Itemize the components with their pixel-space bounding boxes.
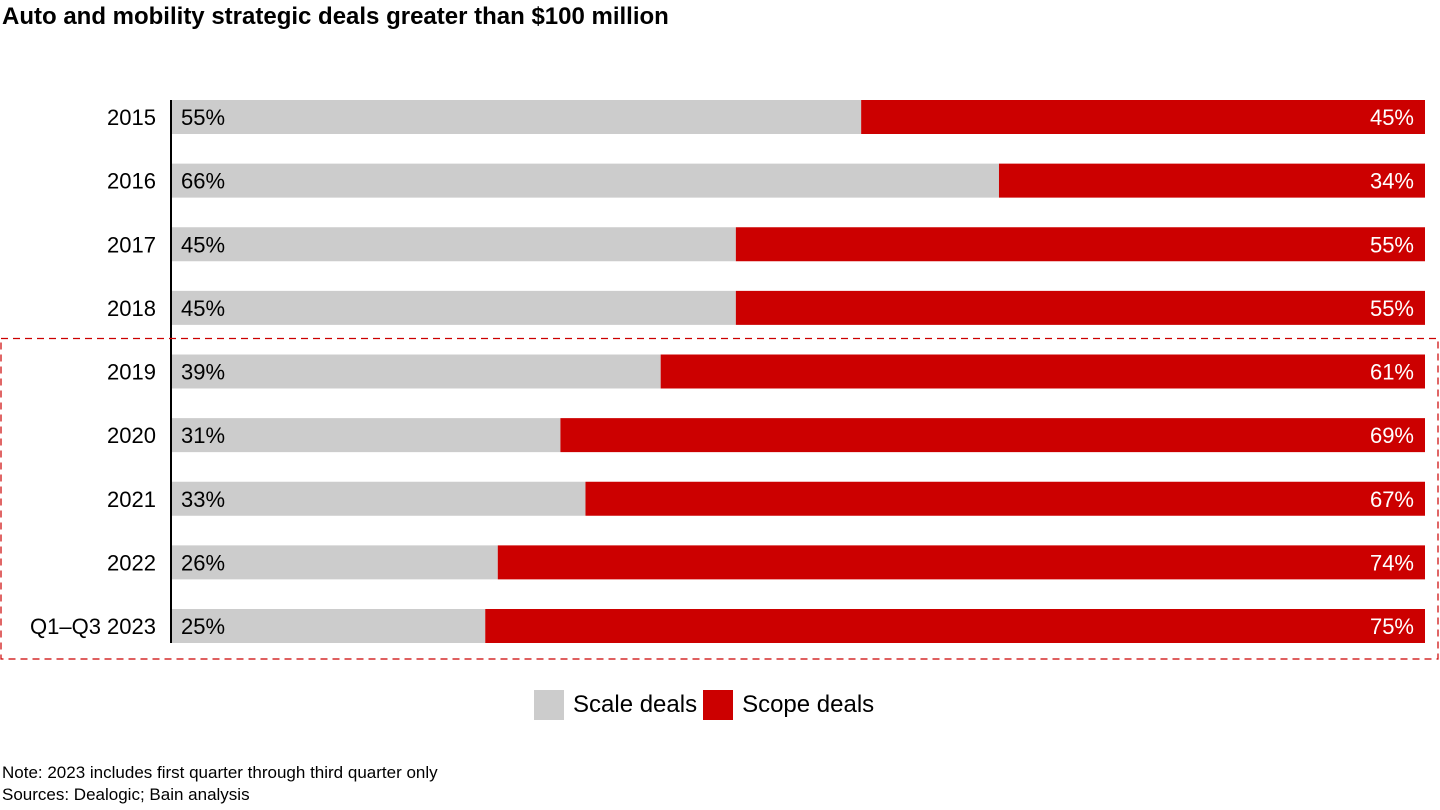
category-label-q1-q3-2023: Q1–Q3 2023 xyxy=(30,614,156,639)
bar-scale-deals-2021 xyxy=(172,481,586,516)
category-label-2015: 2015 xyxy=(107,105,156,130)
data-label-scale-deals-q1-q3-2023: 25% xyxy=(181,614,225,639)
bar-scope-deals-2019 xyxy=(660,354,1425,389)
chart-title: Auto and mobility strategic deals greate… xyxy=(2,3,669,30)
bar-scope-deals-2022 xyxy=(497,545,1425,580)
category-label-2016: 2016 xyxy=(107,169,156,194)
data-label-scope-deals-2020: 69% xyxy=(1370,423,1414,448)
sources-note: Sources: Dealogic; Bain analysis xyxy=(2,785,250,804)
category-label-2019: 2019 xyxy=(107,360,156,385)
bar-scale-deals-2017 xyxy=(172,227,736,262)
legend-swatch-scale-deals xyxy=(534,690,564,720)
data-label-scope-deals-2022: 74% xyxy=(1370,550,1414,575)
bar-scale-deals-2018 xyxy=(172,290,736,325)
bar-scale-deals-2015 xyxy=(172,100,862,134)
data-label-scope-deals-2015: 45% xyxy=(1370,105,1414,130)
bar-scope-deals-2017 xyxy=(735,227,1425,262)
data-label-scope-deals-2016: 34% xyxy=(1370,169,1414,194)
data-label-scale-deals-2018: 45% xyxy=(181,296,225,321)
data-label-scale-deals-2016: 66% xyxy=(181,169,225,194)
category-label-2022: 2022 xyxy=(107,550,156,575)
data-label-scope-deals-2017: 55% xyxy=(1370,232,1414,257)
bar-scope-deals-2016 xyxy=(998,163,1425,198)
data-label-scope-deals-q1-q3-2023: 75% xyxy=(1370,614,1414,639)
category-label-2017: 2017 xyxy=(107,232,156,257)
legend-item-scale-deals: Scale deals xyxy=(534,690,697,720)
bar-scope-deals-2020 xyxy=(560,418,1425,453)
data-label-scale-deals-2015: 55% xyxy=(181,105,225,130)
highlight-box xyxy=(0,337,1439,660)
bar-scope-deals-2021 xyxy=(585,481,1425,516)
bar-scope-deals-2015 xyxy=(861,100,1425,134)
bar-scale-deals-2019 xyxy=(172,354,661,389)
legend-swatch-scope-deals xyxy=(703,690,734,720)
chart-notes: Note: 2023 includes first quarter throug… xyxy=(2,762,438,806)
legend-item-scope-deals: Scope deals xyxy=(703,690,874,720)
data-label-scope-deals-2018: 55% xyxy=(1370,296,1414,321)
data-label-scope-deals-2021: 67% xyxy=(1370,487,1414,512)
legend: Scale deals Scope deals xyxy=(534,689,874,721)
bar-scale-deals-2020 xyxy=(172,418,561,453)
legend-label-scale-deals: Scale deals xyxy=(573,691,698,718)
data-label-scale-deals-2022: 26% xyxy=(181,550,225,575)
bar-scope-deals-2018 xyxy=(735,290,1425,325)
category-label-2021: 2021 xyxy=(107,487,156,512)
bar-scope-deals-q1-q3-2023 xyxy=(485,609,1425,643)
footnote: Note: 2023 includes first quarter throug… xyxy=(2,763,438,782)
data-label-scale-deals-2020: 31% xyxy=(181,423,225,448)
data-label-scale-deals-2019: 39% xyxy=(181,360,225,385)
bar-scale-deals-q1-q3-2023 xyxy=(172,609,486,643)
data-label-scale-deals-2021: 33% xyxy=(181,487,225,512)
data-label-scope-deals-2019: 61% xyxy=(1370,360,1414,385)
bar-scale-deals-2016 xyxy=(172,163,999,198)
category-label-2020: 2020 xyxy=(107,423,156,448)
category-label-2018: 2018 xyxy=(107,296,156,321)
legend-label-scope-deals: Scope deals xyxy=(742,691,875,718)
bar-scale-deals-2022 xyxy=(172,545,498,580)
data-label-scale-deals-2017: 45% xyxy=(181,232,225,257)
